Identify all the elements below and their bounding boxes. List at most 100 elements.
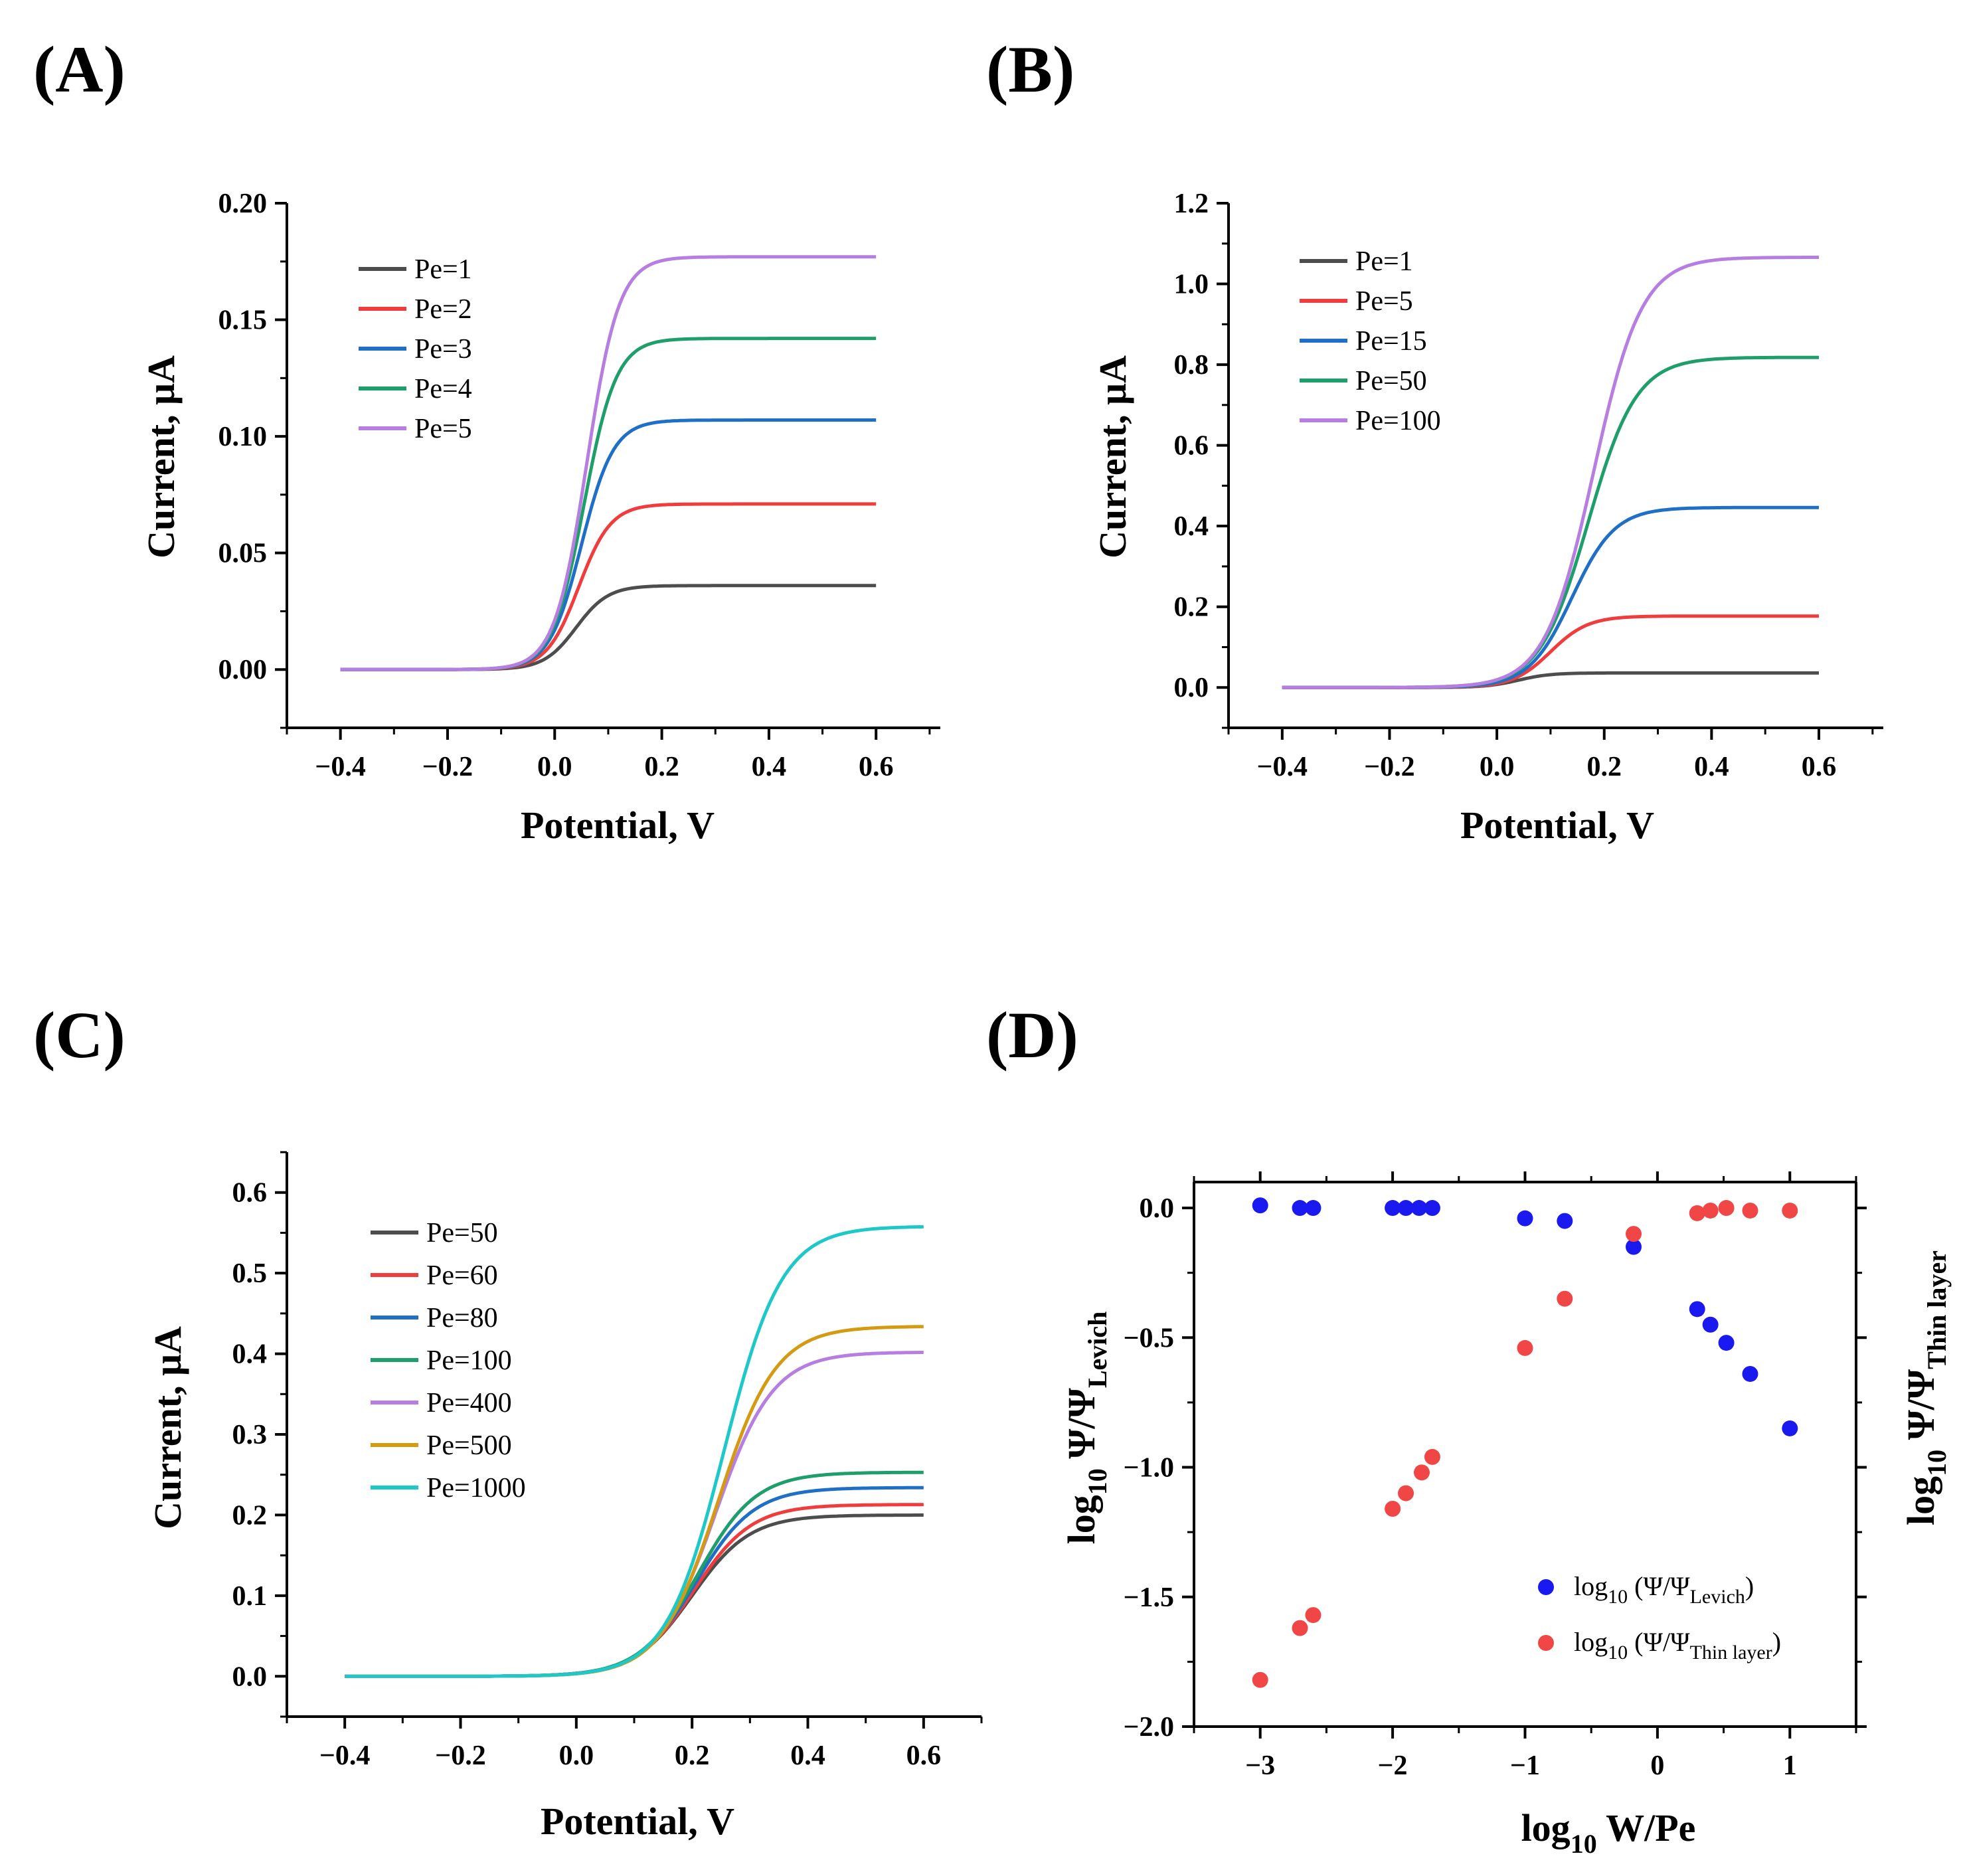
series-line bbox=[340, 418, 877, 671]
panel-a-x-axis-title: Potential, V bbox=[521, 804, 715, 847]
panel-c-legend: Pe=50 Pe=60 Pe=80 Pe=100 Pe=400 Pe=500 Pe=1000 bbox=[371, 1218, 526, 1503]
data-point bbox=[1398, 1485, 1414, 1501]
panel-c-axes: −0.4 −0.2 0.0 0.2 0.4 0.6 0.0 0.1 0.2 0.3 0.4 0.5 0.… bbox=[232, 1151, 983, 1771]
y-tick-label: 0.15 bbox=[218, 305, 268, 336]
y-tick-label: 0.05 bbox=[218, 539, 268, 569]
data-point bbox=[1557, 1290, 1573, 1307]
subscript: 10 bbox=[1571, 1829, 1597, 1859]
x-tick-label: 1 bbox=[1783, 1750, 1797, 1781]
panel-c-y-axis-title: Current, μA bbox=[146, 1326, 189, 1529]
y-tick-label: 0.1 bbox=[232, 1581, 268, 1612]
y-tick-label: 0.0 bbox=[232, 1662, 268, 1692]
x-tick-label: −0.4 bbox=[315, 752, 365, 782]
panel-b-axes: −0.4 −0.2 0.0 0.2 0.4 0.6 0.0 0.2 0.4 0.6 0.8 1.0 1.… bbox=[1174, 189, 1883, 782]
data-point bbox=[1517, 1210, 1533, 1227]
legend-label: Pe=60 bbox=[426, 1260, 498, 1291]
x-tick-label: 0.0 bbox=[1480, 752, 1515, 782]
y-tick-label: 0.00 bbox=[218, 655, 268, 685]
subscript: Levich bbox=[1690, 1586, 1745, 1608]
data-point bbox=[1718, 1335, 1735, 1351]
data-point bbox=[1305, 1200, 1322, 1217]
series-line bbox=[345, 1225, 924, 1678]
data-point bbox=[1292, 1620, 1308, 1636]
x-tick-label: 0.4 bbox=[752, 752, 787, 782]
panel-c-label: (C) bbox=[33, 998, 126, 1072]
psi-text: Ψ/Ψ bbox=[1060, 1387, 1103, 1468]
panel-d-y-axis-title-text: log10 Ψ/ΨLevich bbox=[1060, 1312, 1112, 1545]
y-tick-label: 1.0 bbox=[1174, 270, 1209, 300]
y-tick-label: 0.6 bbox=[1174, 431, 1209, 462]
x-tick-label: −0.4 bbox=[319, 1741, 370, 1771]
legend-label: Pe=80 bbox=[426, 1303, 498, 1333]
data-point bbox=[1626, 1238, 1642, 1255]
x-tick-label: −2 bbox=[1378, 1750, 1408, 1781]
data-point bbox=[1385, 1200, 1401, 1217]
panel-d-x-axis-title: log10 W/Pe bbox=[1521, 1806, 1696, 1859]
legend-label: Pe=100 bbox=[426, 1345, 512, 1376]
panel-a: (A) −0.4 −0.2 0.0 0.2 0.4 0.6 0.00 0.05 0.10 0.15… bbox=[33, 33, 940, 847]
legend-close: ) bbox=[1772, 1627, 1781, 1657]
data-point bbox=[1626, 1226, 1642, 1242]
y-tick-label: 0.3 bbox=[232, 1420, 268, 1450]
y-tick-label: 0.4 bbox=[1174, 511, 1209, 542]
data-point bbox=[1410, 1200, 1427, 1217]
series-line bbox=[340, 584, 877, 671]
y-tick-label: 0.4 bbox=[232, 1339, 268, 1370]
y-tick-label: 0.10 bbox=[218, 422, 268, 452]
legend-label: Pe=3 bbox=[414, 334, 472, 365]
legend-label: Pe=500 bbox=[426, 1430, 512, 1461]
series-line bbox=[345, 1513, 924, 1678]
legend-label: Pe=4 bbox=[414, 374, 472, 404]
legend-label: Pe=5 bbox=[414, 414, 472, 444]
y-tick-label: −1.0 bbox=[1124, 1453, 1174, 1484]
legend-label: log10 (Ψ/ΨLevich) bbox=[1574, 1571, 1754, 1608]
data-point bbox=[1718, 1200, 1735, 1217]
data-point bbox=[1385, 1501, 1401, 1517]
panel-c-curves bbox=[345, 1225, 924, 1678]
data-point bbox=[1292, 1200, 1308, 1217]
x-tick-label: 0.6 bbox=[859, 752, 894, 782]
y-tick-label: 0.5 bbox=[232, 1258, 268, 1289]
panel-a-axes: −0.4 −0.2 0.0 0.2 0.4 0.6 0.00 0.05 0.10 0.15 0.20 bbox=[218, 189, 940, 782]
x-tick-label: 0.2 bbox=[1586, 752, 1622, 782]
data-point bbox=[1424, 1448, 1440, 1465]
panel-d-x-axis-title-text: log10 W/Pe bbox=[1521, 1806, 1696, 1859]
series-line bbox=[1282, 256, 1819, 689]
data-point bbox=[1782, 1202, 1798, 1219]
subscript: 10 bbox=[1082, 1468, 1112, 1495]
data-point bbox=[1398, 1200, 1414, 1217]
panel-b-x-axis-title: Potential, V bbox=[1460, 804, 1654, 847]
y-tick-label: −0.5 bbox=[1124, 1323, 1174, 1353]
data-point bbox=[1557, 1213, 1573, 1229]
panel-b-curves bbox=[1282, 256, 1819, 689]
panel-d-points bbox=[1252, 1197, 1798, 1688]
panel-d-y-axis-title: log10 Ψ/ΨLevich bbox=[1060, 1312, 1112, 1545]
psi-text: Ψ/Ψ bbox=[1899, 1369, 1942, 1450]
legend-label: Pe=1 bbox=[414, 254, 472, 285]
x-tick-label: −0.4 bbox=[1257, 752, 1308, 782]
legend-label: Pe=400 bbox=[426, 1388, 512, 1418]
data-point bbox=[1782, 1420, 1798, 1436]
data-point bbox=[1424, 1200, 1440, 1217]
data-point bbox=[1689, 1301, 1705, 1318]
data-point bbox=[1252, 1671, 1268, 1688]
legend-label: log10 (Ψ/ΨThin layer) bbox=[1574, 1627, 1781, 1663]
x-tick-label: 0.2 bbox=[675, 1741, 710, 1771]
panel-d-y2-axis-title-text: log10 Ψ/ΨThin layer bbox=[1899, 1250, 1952, 1525]
legend-psi: (Ψ/Ψ bbox=[1628, 1627, 1690, 1657]
data-point bbox=[1689, 1205, 1705, 1221]
legend-close: ) bbox=[1745, 1571, 1754, 1601]
subscript: 10 bbox=[1922, 1450, 1952, 1476]
data-point bbox=[1517, 1339, 1533, 1356]
x-tick-label: 0.2 bbox=[644, 752, 679, 782]
x-tick-label: −1 bbox=[1510, 1750, 1540, 1781]
x-tick-label: −3 bbox=[1245, 1750, 1275, 1781]
x-tick-label: 0.6 bbox=[906, 1741, 942, 1771]
panel-d-y2-axis-title: log10 Ψ/ΨThin layer bbox=[1899, 1250, 1952, 1525]
y-tick-label: 1.2 bbox=[1174, 189, 1209, 219]
panel-d-axes: −3 −2 −1 0 1 0.0 −0.5 −1.0 −1.5 −2.0 bbox=[1124, 1171, 1867, 1781]
subscript: 10 bbox=[1608, 1586, 1628, 1608]
x-tick-label: −0.2 bbox=[422, 752, 473, 782]
legend-marker bbox=[1538, 1579, 1554, 1595]
